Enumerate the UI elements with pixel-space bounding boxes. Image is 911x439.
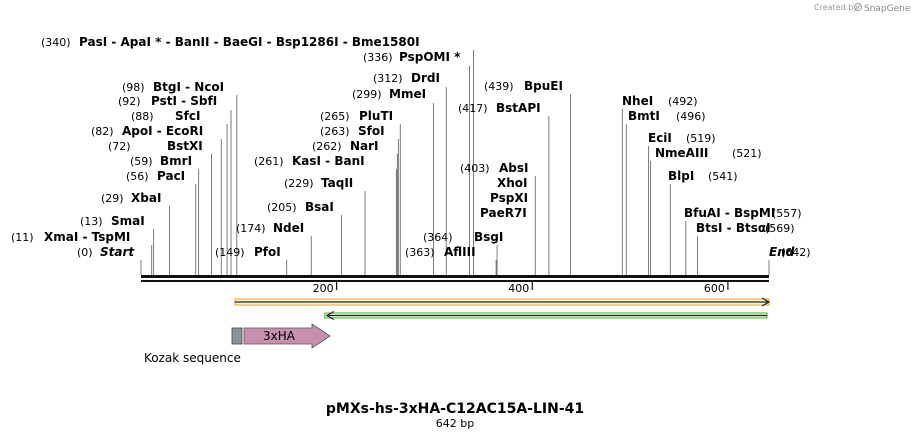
site-pos-bstxi: (72) (108, 140, 131, 153)
site-pos-nari: (262) (312, 140, 342, 153)
site-pspxi[interactable]: PspXI (490, 191, 528, 205)
3xha-tag-arrow[interactable] (243, 323, 331, 349)
site-pos-btgi-ncoi: (98) (122, 81, 145, 94)
site-pos-bsai: (205) (267, 201, 297, 214)
green-feature-arrow (325, 310, 768, 321)
site-nhei[interactable]: NheI (622, 94, 653, 108)
site-paci[interactable]: PacI (157, 169, 185, 183)
site-pos-taqii: (229) (284, 177, 314, 190)
site-pos-nhei: (492) (668, 95, 698, 108)
site-pos-bmri: (59) (130, 155, 153, 168)
site-paer7i[interactable]: PaeR7I (480, 206, 527, 220)
site-bpuei[interactable]: BpuEI (524, 79, 563, 93)
site-pasi-apai-banii-baegi-bsp1286i-bme1580i[interactable]: PasI - ApaI * - BanII - BaeGI - Bsp1286I… (79, 35, 420, 49)
site-labels: PasI - ApaI * - BanII - BaeGI - Bsp1286I… (11, 35, 811, 259)
site-pos-paci: (56) (126, 170, 149, 183)
site-bfuai-bspmi[interactable]: BfuAI - BspMI (684, 206, 775, 220)
site-blpi[interactable]: BlpI (668, 169, 694, 183)
site-pos-xbai: (29) (101, 192, 124, 205)
site-pos-bfuai-bspmi: (557) (772, 207, 802, 220)
site-smai[interactable]: SmaI (111, 214, 145, 228)
site-pos-drdi: (312) (373, 72, 403, 85)
snapgene-logo-icon (854, 3, 862, 11)
site-pos-sfoi: (263) (320, 125, 350, 138)
site-xhoi[interactable]: XhoI (497, 176, 528, 190)
site-pos-xmai-tspmi: (11) (11, 231, 34, 244)
site-pfoi[interactable]: PfoI (254, 245, 281, 259)
ruler-ticks: 200 400 600 (313, 282, 729, 295)
site-pos-apoi-ecori: (82) (91, 125, 114, 138)
site-pos-absi: (403) (460, 162, 490, 175)
site-start[interactable]: Start (100, 245, 135, 259)
site-pos-bsgi: (364) (423, 231, 453, 244)
site-apoi-ecori[interactable]: ApoI - EcoRI (122, 124, 203, 138)
site-leaders (140, 50, 770, 275)
site-pos-smai: (13) (80, 215, 103, 228)
orange-feature-arrow (234, 297, 771, 307)
site-ecii[interactable]: EciI (648, 131, 672, 145)
site-pos-psti-sbfi: (92) (118, 95, 141, 108)
site-pos-bpuei: (439) (484, 80, 514, 93)
site-bstxi[interactable]: BstXI (167, 139, 203, 153)
site-pos-bstapi: (417) (458, 102, 488, 115)
3xha-tag-label: 3xHA (263, 329, 296, 343)
site-bstapi[interactable]: BstAPI (496, 101, 541, 115)
features: Kozak sequence 3xHA (144, 297, 771, 365)
site-pos-end: (642) (781, 246, 811, 259)
tick-label-600: 600 (704, 282, 725, 295)
site-nmeaiii[interactable]: NmeAIII (655, 146, 708, 160)
site-pos-bmti: (496) (676, 110, 706, 123)
site-btgi-ncoi[interactable]: BtgI - NcoI (153, 80, 224, 94)
site-pos-pfoi: (149) (215, 246, 245, 259)
site-pos-sfci: (88) (131, 110, 154, 123)
backbone-top-strand (141, 275, 769, 278)
kozak-sequence-label: Kozak sequence (144, 351, 241, 365)
site-afliii[interactable]: AflIII (444, 245, 476, 259)
plasmid-title: pMXs-hs-3xHA-C12AC15A-LIN-41 (326, 401, 584, 417)
site-bmti[interactable]: BmtI (628, 109, 660, 123)
site-pluti[interactable]: PluTI (359, 109, 393, 123)
snapgene-brand: SnapGene (864, 4, 911, 14)
site-bsgi[interactable]: BsgI (474, 230, 503, 244)
site-sfoi[interactable]: SfoI (358, 124, 385, 138)
site-pspomi[interactable]: PspOMI * (399, 50, 461, 64)
site-pos-afliii: (363) (405, 246, 435, 259)
tick-label-400: 400 (508, 282, 529, 295)
site-bsai[interactable]: BsaI (305, 200, 334, 214)
backbone-bottom-strand (141, 280, 769, 282)
site-pos-nmeaiii: (521) (732, 147, 762, 160)
site-pos-pspomi: (336) (363, 51, 393, 64)
site-mmei[interactable]: MmeI (389, 87, 426, 101)
kozak-sequence-box[interactable] (231, 327, 243, 345)
site-pos-pluti: (265) (320, 110, 350, 123)
site-end[interactable]: End (769, 245, 795, 259)
site-absi[interactable]: AbsI (499, 161, 528, 175)
site-ndei[interactable]: NdeI (273, 221, 304, 235)
site-bmri[interactable]: BmrI (160, 154, 192, 168)
site-btsi-bts-i[interactable]: BtsI - BtsαI (696, 221, 771, 235)
site-psti-sbfi[interactable]: PstI - SbfI (151, 94, 217, 108)
site-pos-ecii: (519) (686, 132, 716, 145)
site-pos-start: (0) (77, 246, 93, 259)
site-pos-pasi-apai-banii-baegi-bsp1286i-bme1580i: (340) (41, 36, 71, 49)
site-pos-blpi: (541) (708, 170, 738, 183)
plasmid-length: 642 bp (436, 417, 474, 430)
site-xmai-tspmi[interactable]: XmaI - TspMI (44, 230, 130, 244)
site-kasi-bani[interactable]: KasI - BanI (292, 154, 365, 168)
site-nari[interactable]: NarI (350, 139, 379, 153)
created-by-label: Created by (814, 3, 858, 12)
site-pos-mmei: (299) (352, 88, 382, 101)
site-pos-kasi-bani: (261) (254, 155, 284, 168)
site-pos-btsi-bts-i: (569) (765, 222, 795, 235)
site-sfci[interactable]: SfcI (175, 109, 200, 123)
site-drdi[interactable]: DrdI (411, 71, 440, 85)
site-taqii[interactable]: TaqII (321, 176, 353, 190)
site-pos-ndei: (174) (236, 222, 266, 235)
tick-label-200: 200 (313, 282, 334, 295)
site-xbai[interactable]: XbaI (131, 191, 161, 205)
